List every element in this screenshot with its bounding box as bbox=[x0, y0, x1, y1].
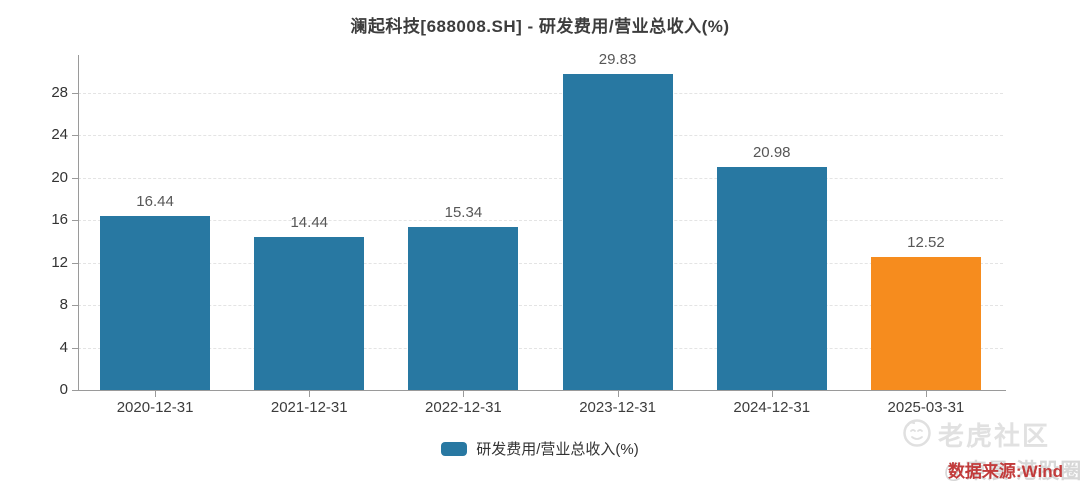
y-axis-tick bbox=[72, 262, 78, 264]
bar-value-label: 15.34 bbox=[444, 204, 483, 222]
y-gridline bbox=[78, 220, 1003, 222]
x-axis-tick-label: 2024-12-31 bbox=[733, 399, 811, 416]
y-axis-tick-label: 0 bbox=[59, 381, 68, 398]
bar-value-label: 14.44 bbox=[290, 213, 329, 231]
x-axis-tick-label: 2020-12-31 bbox=[116, 399, 194, 416]
bar bbox=[100, 215, 211, 390]
y-axis-tick-label: 4 bbox=[59, 338, 68, 356]
bar-value-label: 12.52 bbox=[907, 234, 945, 252]
x-axis-line bbox=[78, 390, 1006, 391]
bar bbox=[408, 227, 519, 390]
y-gridline bbox=[78, 347, 1003, 349]
x-axis-tick bbox=[309, 391, 311, 397]
x-axis-tick-label: 2022-12-31 bbox=[425, 399, 502, 416]
y-axis-tick-label: 12 bbox=[51, 253, 68, 271]
y-axis-tick-label: 28 bbox=[51, 84, 68, 101]
chart-title: 澜起科技[688008.SH] - 研发费用/营业总收入(%) bbox=[350, 17, 730, 36]
y-axis-tick bbox=[72, 93, 78, 94]
bar bbox=[870, 257, 981, 390]
x-axis-tick-label: 2023-12-31 bbox=[579, 399, 656, 416]
y-axis-line bbox=[78, 55, 79, 390]
y-gridline bbox=[78, 177, 1003, 179]
bar-value-label: 20.98 bbox=[752, 144, 791, 162]
y-axis-tick-label: 24 bbox=[51, 126, 68, 144]
legend: 研发费用/营业总收入(%) bbox=[0, 438, 1080, 459]
y-axis-tick bbox=[72, 220, 78, 222]
x-axis-tick bbox=[155, 391, 157, 397]
y-gridline bbox=[78, 93, 1003, 94]
y-axis-tick-label: 20 bbox=[51, 168, 68, 186]
bar bbox=[254, 236, 365, 390]
bar bbox=[562, 73, 673, 390]
legend-label: 研发费用/营业总收入(%) bbox=[476, 441, 639, 458]
y-gridline bbox=[78, 305, 1003, 307]
y-axis-tick-label: 8 bbox=[59, 296, 68, 314]
x-axis-tick bbox=[771, 391, 773, 397]
bar-value-label: 29.83 bbox=[598, 50, 637, 68]
x-axis-tick bbox=[463, 391, 465, 397]
x-axis-tick-label: 2021-12-31 bbox=[270, 399, 348, 416]
y-axis-tick bbox=[72, 305, 78, 307]
y-axis-tick-label: 16 bbox=[51, 211, 68, 229]
y-axis-tick bbox=[72, 177, 78, 179]
y-axis-tick bbox=[72, 390, 78, 391]
legend-swatch-icon bbox=[441, 441, 468, 456]
y-axis-tick bbox=[72, 347, 78, 349]
y-gridline bbox=[78, 262, 1003, 264]
bar bbox=[716, 167, 827, 390]
y-axis-tick bbox=[72, 135, 78, 137]
x-axis-tick bbox=[617, 391, 619, 397]
x-axis-tick-label: 2025-03-31 bbox=[887, 399, 965, 416]
y-gridline bbox=[78, 135, 1003, 137]
data-source-note: 数据来源:Wind bbox=[947, 462, 1063, 481]
x-axis-tick bbox=[925, 391, 927, 397]
bar-value-label: 16.44 bbox=[136, 192, 174, 210]
